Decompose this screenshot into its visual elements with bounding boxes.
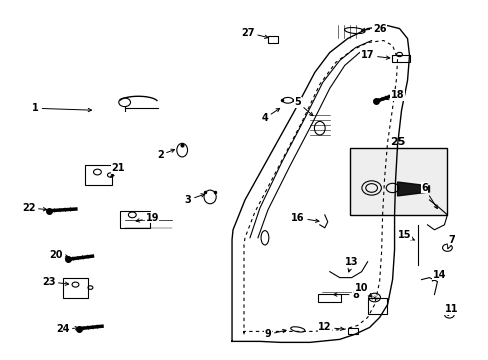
Text: 13: 13: [344, 257, 358, 272]
Text: 3: 3: [184, 194, 204, 205]
Text: 1: 1: [32, 103, 91, 113]
Text: 9: 9: [264, 329, 285, 339]
Text: 4: 4: [261, 108, 279, 123]
Text: 26: 26: [361, 24, 386, 33]
Text: 5: 5: [294, 97, 312, 116]
Text: 17: 17: [360, 50, 389, 60]
Text: 15: 15: [397, 230, 413, 240]
Bar: [367, 298, 386, 315]
Text: 11: 11: [444, 305, 457, 316]
Text: 27: 27: [241, 28, 267, 39]
Text: 20: 20: [49, 250, 68, 260]
Text: 10: 10: [354, 283, 371, 297]
Bar: [120, 211, 149, 228]
Text: 16: 16: [290, 213, 318, 223]
Text: 2: 2: [157, 149, 174, 160]
Text: 19: 19: [136, 213, 159, 223]
Bar: [347, 328, 358, 334]
Bar: [391, 55, 409, 62]
Text: 21: 21: [111, 163, 125, 177]
Text: 25: 25: [389, 137, 405, 147]
Bar: [85, 165, 112, 185]
Text: 7: 7: [447, 235, 454, 249]
Text: 8: 8: [333, 289, 358, 300]
Text: 22: 22: [22, 203, 47, 213]
Text: 6: 6: [420, 183, 436, 208]
Polygon shape: [397, 182, 428, 196]
Bar: [267, 36, 277, 42]
Bar: [349, 148, 447, 215]
Bar: [317, 294, 341, 302]
Bar: [62, 278, 88, 298]
Text: 24: 24: [56, 324, 79, 334]
Text: 23: 23: [41, 276, 68, 287]
Text: 14: 14: [431, 270, 445, 281]
Text: 12: 12: [317, 323, 343, 332]
Text: 18: 18: [385, 90, 404, 100]
